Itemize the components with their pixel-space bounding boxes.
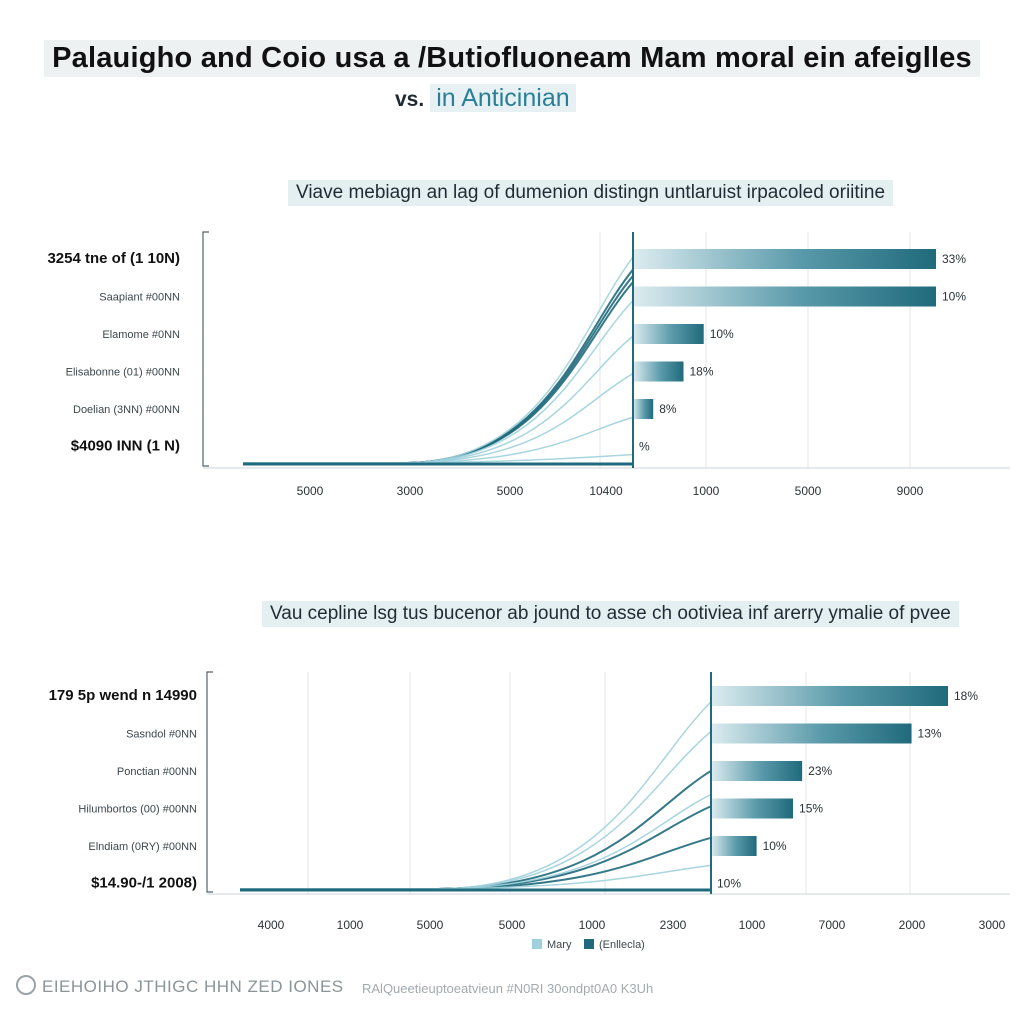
bar-value-label: 18%: [690, 365, 714, 379]
bar-value-label: 33%: [942, 252, 966, 266]
x-tick-label: 5000: [499, 918, 526, 932]
chart-2-plot: 18% 179 5p wend n 14990 13% Sasndol #0NN 23%…: [49, 671, 1010, 951]
trend-curve: [240, 730, 712, 890]
bar-value-label: 15%: [799, 802, 823, 816]
x-tick-label: 5000: [795, 484, 822, 498]
bar-value-label: 10%: [710, 327, 734, 341]
subtitle-prefix: vs.: [395, 88, 425, 111]
bar: [633, 249, 936, 269]
chart-1-title: Viave mebiagn an lag of dumenion disting…: [288, 180, 894, 206]
bar: [711, 798, 794, 819]
x-tick-label: 7000: [819, 918, 846, 932]
trend-curve: [243, 416, 634, 464]
footer-right-text: RAlQueetieuptoeatvieun #N0RI 30ondpt0A0 …: [362, 981, 654, 996]
bar-value-label: 10%: [763, 839, 787, 853]
category-label: Hilumbortos (00) #00NN: [78, 804, 197, 816]
x-tick-label: 3000: [397, 484, 424, 498]
bar-value-label: 10%: [942, 290, 966, 304]
legend-label: (Enllecla): [599, 939, 645, 951]
trend-curve: [243, 275, 634, 464]
trend-curve: [240, 793, 712, 890]
bar: [711, 723, 912, 744]
trend-curve: [243, 281, 634, 464]
legend-label: Mary: [547, 939, 572, 951]
x-tick-label: 5000: [417, 918, 444, 932]
bar: [711, 836, 757, 856]
x-tick-label: 5000: [497, 484, 524, 498]
x-tick-label: 10400: [589, 484, 623, 498]
x-tick-label: 2300: [660, 918, 687, 932]
trend-curve: [243, 335, 634, 464]
bar-value-label: 23%: [808, 764, 832, 778]
bar: [711, 761, 803, 781]
category-label: Elamome #0NN: [102, 329, 180, 341]
legend-swatch: [532, 939, 542, 949]
bar: [633, 399, 654, 419]
x-tick-label: 3000: [979, 918, 1006, 932]
trend-curve: [243, 372, 634, 464]
category-label: $14.90-/1 2008): [91, 875, 197, 892]
bar: [633, 286, 936, 307]
bar-value-label: 10%: [717, 877, 741, 891]
x-tick-label: 2000: [899, 918, 926, 932]
page-title-text: Palauigho and Coio usa a /Butiofluoneam …: [44, 40, 980, 77]
chart-1-plot: 33% 3254 tne of (1 10N) 10% Saapiant #00NN 1…: [47, 231, 1010, 498]
footer-logo-icon: [16, 975, 36, 995]
bar: [711, 686, 948, 706]
category-label: Ponctian #00NN: [117, 766, 197, 778]
category-bracket: [206, 671, 213, 893]
page-title: Palauigho and Coio usa a /Butiofluoneam …: [0, 38, 1024, 77]
category-label: 3254 tne of (1 10N): [47, 250, 180, 267]
bar-value-label: %: [639, 440, 650, 454]
category-label: Saapiant #00NN: [99, 292, 180, 304]
bar: [633, 324, 704, 344]
chart-2-title: Vau cepline lsg tus bucenor ab jound to …: [262, 601, 959, 627]
category-label: Elndiam (0RY) #00NN: [88, 841, 197, 853]
bar: [633, 361, 684, 382]
footer-left: EIEHOIHO JTHIGC HHN ZED IONES: [16, 975, 344, 997]
subtitle-highlight: in Anticinian: [430, 84, 576, 112]
x-tick-label: 1000: [337, 918, 364, 932]
bar-value-label: 13%: [918, 727, 942, 741]
category-label: $4090 INN (1 N): [71, 438, 180, 455]
bar-value-label: 18%: [954, 689, 978, 703]
page-subtitle: vs. in Anticinian: [395, 84, 576, 113]
x-tick-label: 5000: [297, 484, 324, 498]
trend-curve: [240, 864, 712, 890]
footer-left-text: EIEHOIHO JTHIGC HHN ZED IONES: [42, 977, 344, 996]
x-tick-label: 4000: [258, 918, 285, 932]
bar-value-label: 8%: [659, 402, 677, 416]
category-label: Doelian (3NN) #00NN: [73, 404, 180, 416]
x-tick-label: 1000: [693, 484, 720, 498]
category-bracket: [202, 231, 209, 467]
x-tick-label: 9000: [897, 484, 924, 498]
chart-legend: Mary (Enllecla): [532, 939, 645, 951]
category-label: Sasndol #0NN: [126, 729, 197, 741]
x-tick-label: 1000: [739, 918, 766, 932]
legend-swatch: [584, 939, 594, 949]
category-label: 179 5p wend n 14990: [49, 687, 197, 704]
trend-curve: [243, 453, 634, 464]
x-tick-label: 1000: [579, 918, 606, 932]
category-label: Elisabonne (01) #00NN: [66, 367, 180, 379]
